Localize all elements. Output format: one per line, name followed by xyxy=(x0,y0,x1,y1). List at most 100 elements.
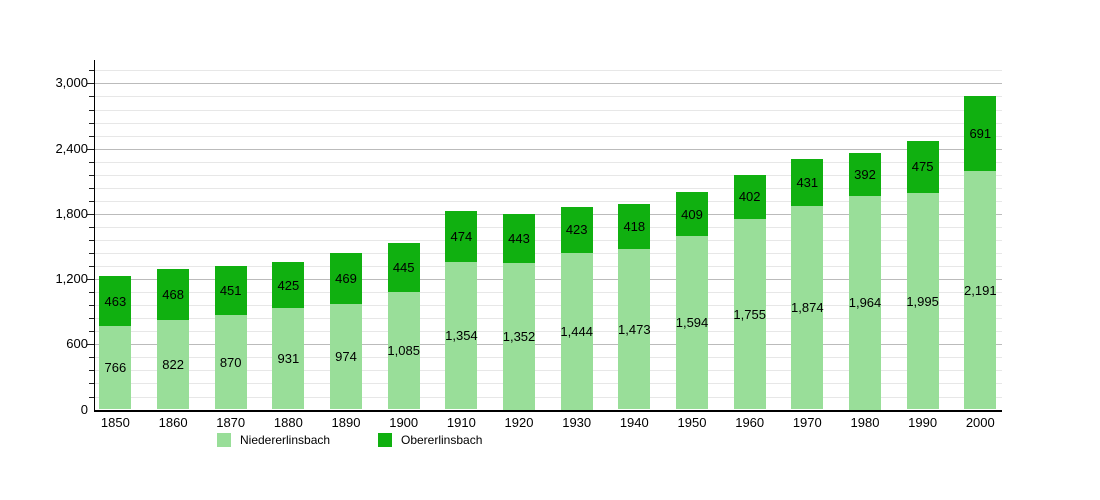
minor-gridline xyxy=(95,357,1002,359)
y-tick-label: 2,400 xyxy=(55,140,88,156)
bar-segment-obererlinsbach: 431 xyxy=(791,158,824,206)
legend-label-niedererlinsbach: Niedererlinsbach xyxy=(240,433,331,447)
x-tick-label: 1890 xyxy=(331,415,361,430)
y-axis-tick xyxy=(87,213,94,215)
y-tick-label: 3,000 xyxy=(55,75,88,91)
bar-value-label: 1,755 xyxy=(733,306,766,322)
x-tick-label: 1930 xyxy=(562,415,592,430)
bar-value-label: 468 xyxy=(162,287,184,303)
bar-segment-niedererlinsbach: 1,594 xyxy=(675,236,709,410)
y-axis-tick xyxy=(89,122,94,124)
bar-value-label: 2,191 xyxy=(964,282,997,298)
bar-value-label: 1,085 xyxy=(387,343,420,359)
bar-value-label: 423 xyxy=(565,222,588,238)
bar-value-label: 1,874 xyxy=(791,300,824,316)
y-axis-tick xyxy=(89,253,94,254)
bar-segment-obererlinsbach: 425 xyxy=(272,262,305,309)
bar-segment-obererlinsbach: 474 xyxy=(445,210,478,263)
bar-segment-obererlinsbach: 475 xyxy=(906,141,939,193)
bar-segment-obererlinsbach: 443 xyxy=(503,214,535,263)
minor-gridline xyxy=(95,200,1002,202)
y-axis-tick xyxy=(89,357,94,359)
bar-value-label: 469 xyxy=(335,270,357,286)
y-axis-tick xyxy=(89,239,94,241)
y-axis-tick xyxy=(87,83,94,85)
bar-value-label: 766 xyxy=(104,360,127,376)
y-tick-label: 1,200 xyxy=(55,271,88,287)
x-tick-label: 1920 xyxy=(504,415,534,430)
x-tick-label: 1970 xyxy=(792,415,822,430)
y-axis-tick xyxy=(89,318,94,320)
bar-value-label: 1,964 xyxy=(848,295,882,311)
y-axis-tick xyxy=(89,266,94,267)
bar-value-label: 431 xyxy=(796,174,819,190)
bar-segment-obererlinsbach: 469 xyxy=(330,252,362,304)
bar-value-label: 870 xyxy=(219,354,242,370)
bar-value-label: 1,473 xyxy=(618,321,651,337)
bar-segment-obererlinsbach: 418 xyxy=(618,203,651,250)
bar-value-label: 691 xyxy=(969,126,992,142)
y-axis-tick xyxy=(87,344,94,346)
minor-gridline xyxy=(95,70,1002,72)
bar-segment-niedererlinsbach: 1,354 xyxy=(445,262,478,410)
bar-segment-niedererlinsbach: 974 xyxy=(330,303,362,410)
y-axis-tick xyxy=(89,396,94,398)
bar-segment-niedererlinsbach: 1,964 xyxy=(849,196,881,410)
bar-segment-obererlinsbach: 468 xyxy=(157,269,190,321)
y-axis-tick xyxy=(89,370,94,372)
bar-segment-niedererlinsbach: 1,995 xyxy=(906,192,939,410)
y-axis-tick xyxy=(89,109,94,111)
minor-gridline xyxy=(95,318,1002,320)
minor-gridline xyxy=(95,396,1002,398)
x-tick-label: 1850 xyxy=(100,415,130,430)
y-axis-tick xyxy=(89,187,94,189)
bar-segment-obererlinsbach: 445 xyxy=(387,243,420,292)
x-tick-label: 1960 xyxy=(735,415,765,430)
y-axis-tick xyxy=(89,226,94,228)
x-tick-label: 2000 xyxy=(965,415,995,430)
bar-value-label: 474 xyxy=(450,229,473,245)
bar-segment-niedererlinsbach: 2,191 xyxy=(964,171,997,410)
legend-swatch-niedererlinsbach xyxy=(217,433,231,447)
major-gridline xyxy=(95,148,1002,150)
bar-segment-niedererlinsbach: 1,444 xyxy=(560,252,593,410)
legend-swatch-obererlinsbach xyxy=(378,433,392,447)
bar-segment-niedererlinsbach: 870 xyxy=(214,314,247,410)
bar-value-label: 1,995 xyxy=(906,293,939,309)
bar-segment-obererlinsbach: 423 xyxy=(560,206,593,253)
bar-segment-niedererlinsbach: 822 xyxy=(157,320,190,410)
y-axis-line xyxy=(93,60,95,412)
minor-gridline xyxy=(95,96,1002,98)
y-axis-tick xyxy=(89,174,94,176)
minor-gridline xyxy=(95,370,1002,372)
bar-value-label: 392 xyxy=(854,167,876,183)
major-gridline xyxy=(95,279,1002,281)
bar-segment-niedererlinsbach: 1,874 xyxy=(791,205,824,410)
y-axis-tick xyxy=(89,96,94,98)
bar-value-label: 451 xyxy=(219,282,242,298)
x-tick-label: 1950 xyxy=(677,415,707,430)
y-axis-tick xyxy=(89,383,94,385)
y-axis-tick xyxy=(89,200,94,202)
bar-segment-niedererlinsbach: 766 xyxy=(99,326,132,410)
y-axis-tick xyxy=(87,148,94,150)
y-axis-tick xyxy=(89,292,94,294)
bar-value-label: 1,444 xyxy=(560,323,593,339)
major-gridline xyxy=(95,213,1002,215)
legend-label-obererlinsbach: Obererlinsbach xyxy=(401,433,483,447)
minor-gridline xyxy=(95,292,1002,294)
bar-value-label: 463 xyxy=(104,293,127,309)
y-axis-tick xyxy=(89,161,94,163)
bar-value-label: 1,594 xyxy=(675,315,709,331)
legend-item-obererlinsbach: Obererlinsbach xyxy=(378,433,482,447)
y-axis-tick xyxy=(89,135,94,137)
minor-gridline xyxy=(95,226,1002,228)
y-tick-label: 1,800 xyxy=(55,205,88,221)
bar-segment-niedererlinsbach: 1,473 xyxy=(618,249,651,410)
minor-gridline xyxy=(95,122,1002,124)
x-tick-label: 1870 xyxy=(216,415,246,430)
minor-gridline xyxy=(95,239,1002,241)
bar-segment-obererlinsbach: 402 xyxy=(733,175,766,219)
bar-value-label: 425 xyxy=(277,277,300,293)
minor-gridline xyxy=(95,253,1002,254)
